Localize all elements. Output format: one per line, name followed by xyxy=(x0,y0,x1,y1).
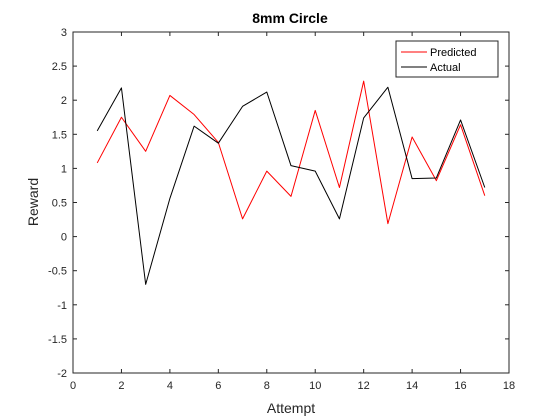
legend-label-predicted: Predicted xyxy=(430,47,476,59)
y-tick-label: -1 xyxy=(57,300,67,312)
series-line-actual xyxy=(96,86,486,285)
y-tick-label: 1.5 xyxy=(52,129,67,141)
y-tick-label: -0.5 xyxy=(48,266,67,278)
x-tick-label: 4 xyxy=(167,380,173,392)
y-tick-label: -1.5 xyxy=(48,334,67,346)
x-tick-label: 8 xyxy=(264,380,270,392)
y-tick-label: 2 xyxy=(61,95,67,107)
legend-box xyxy=(395,40,499,78)
chart-title: 8mm Circle xyxy=(252,10,328,26)
y-tick-label: 0.5 xyxy=(52,198,67,210)
y-axis-label: Reward xyxy=(25,178,41,226)
y-tick-label: 2.5 xyxy=(52,61,67,73)
x-tick-label: 12 xyxy=(358,380,370,392)
y-tick-label: 0 xyxy=(61,232,67,244)
y-tick-label: 1 xyxy=(61,163,67,175)
y-tick-label: -2 xyxy=(57,368,67,380)
series-layer xyxy=(96,80,486,285)
x-tick-label: 14 xyxy=(406,380,418,392)
x-tick-label: 10 xyxy=(309,380,321,392)
series-line-predicted xyxy=(96,80,486,225)
plot-area xyxy=(73,32,509,373)
legend-label-actual: Actual xyxy=(430,62,461,74)
axes-layer: 0 2 4 6 8 10 12 14 16 18 -2 -1.5 -1 -0.5 0 0.5 1 1.5 2 2.5 3 xyxy=(48,27,515,392)
x-tick-label: 0 xyxy=(70,380,76,392)
y-tick-label: 3 xyxy=(61,27,67,39)
x-tick-label: 16 xyxy=(454,380,466,392)
x-axis-label: Attempt xyxy=(267,400,315,416)
x-tick-label: 2 xyxy=(118,380,124,392)
x-tick-label: 6 xyxy=(215,380,221,392)
legend: Predicted Actual xyxy=(395,40,499,78)
x-tick-label: 18 xyxy=(503,380,515,392)
